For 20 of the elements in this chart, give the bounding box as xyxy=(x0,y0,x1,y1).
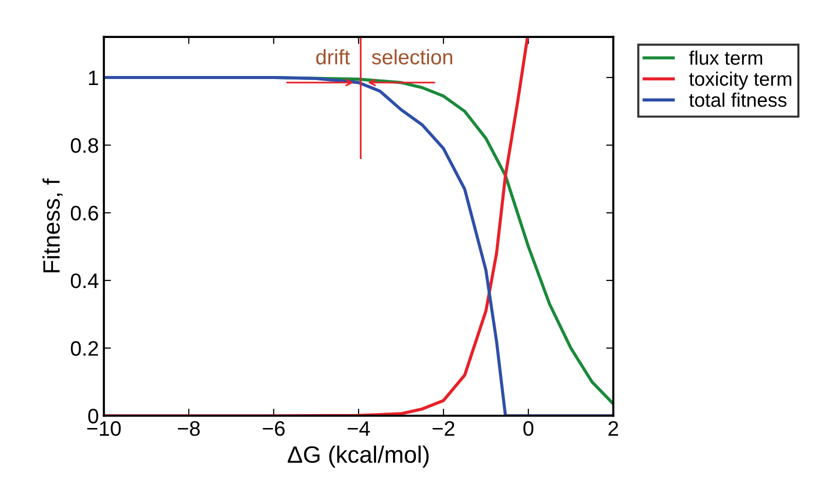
x-axis-title: ΔG (kcal/mol) xyxy=(288,446,429,468)
y-tick-label: 0.6 xyxy=(70,206,98,221)
x-tick-label: −10 xyxy=(87,421,121,436)
y-tick-label: 0.2 xyxy=(70,341,98,356)
legend-label: toxicity term xyxy=(689,72,792,90)
x-tick-label: 2 xyxy=(608,421,618,436)
y-tick-label: 0 xyxy=(88,408,98,424)
x-tick-label: 0 xyxy=(523,421,534,436)
y-tick-label: 1 xyxy=(89,70,98,86)
x-tick-label: −8 xyxy=(178,421,200,436)
x-tick-label: −6 xyxy=(262,421,285,436)
annotation: drift xyxy=(316,49,350,64)
y-tick-label: 0.8 xyxy=(70,138,98,153)
legend-label: flux term xyxy=(689,50,762,65)
y-tick-label: 0.4 xyxy=(70,273,98,288)
x-tick-label: −4 xyxy=(348,421,370,436)
legend-label: total fitness xyxy=(689,92,786,107)
x-tick-label: −2 xyxy=(432,421,454,436)
y-axis-title: Fitness, f xyxy=(42,178,63,272)
annotation: selection xyxy=(372,49,452,64)
